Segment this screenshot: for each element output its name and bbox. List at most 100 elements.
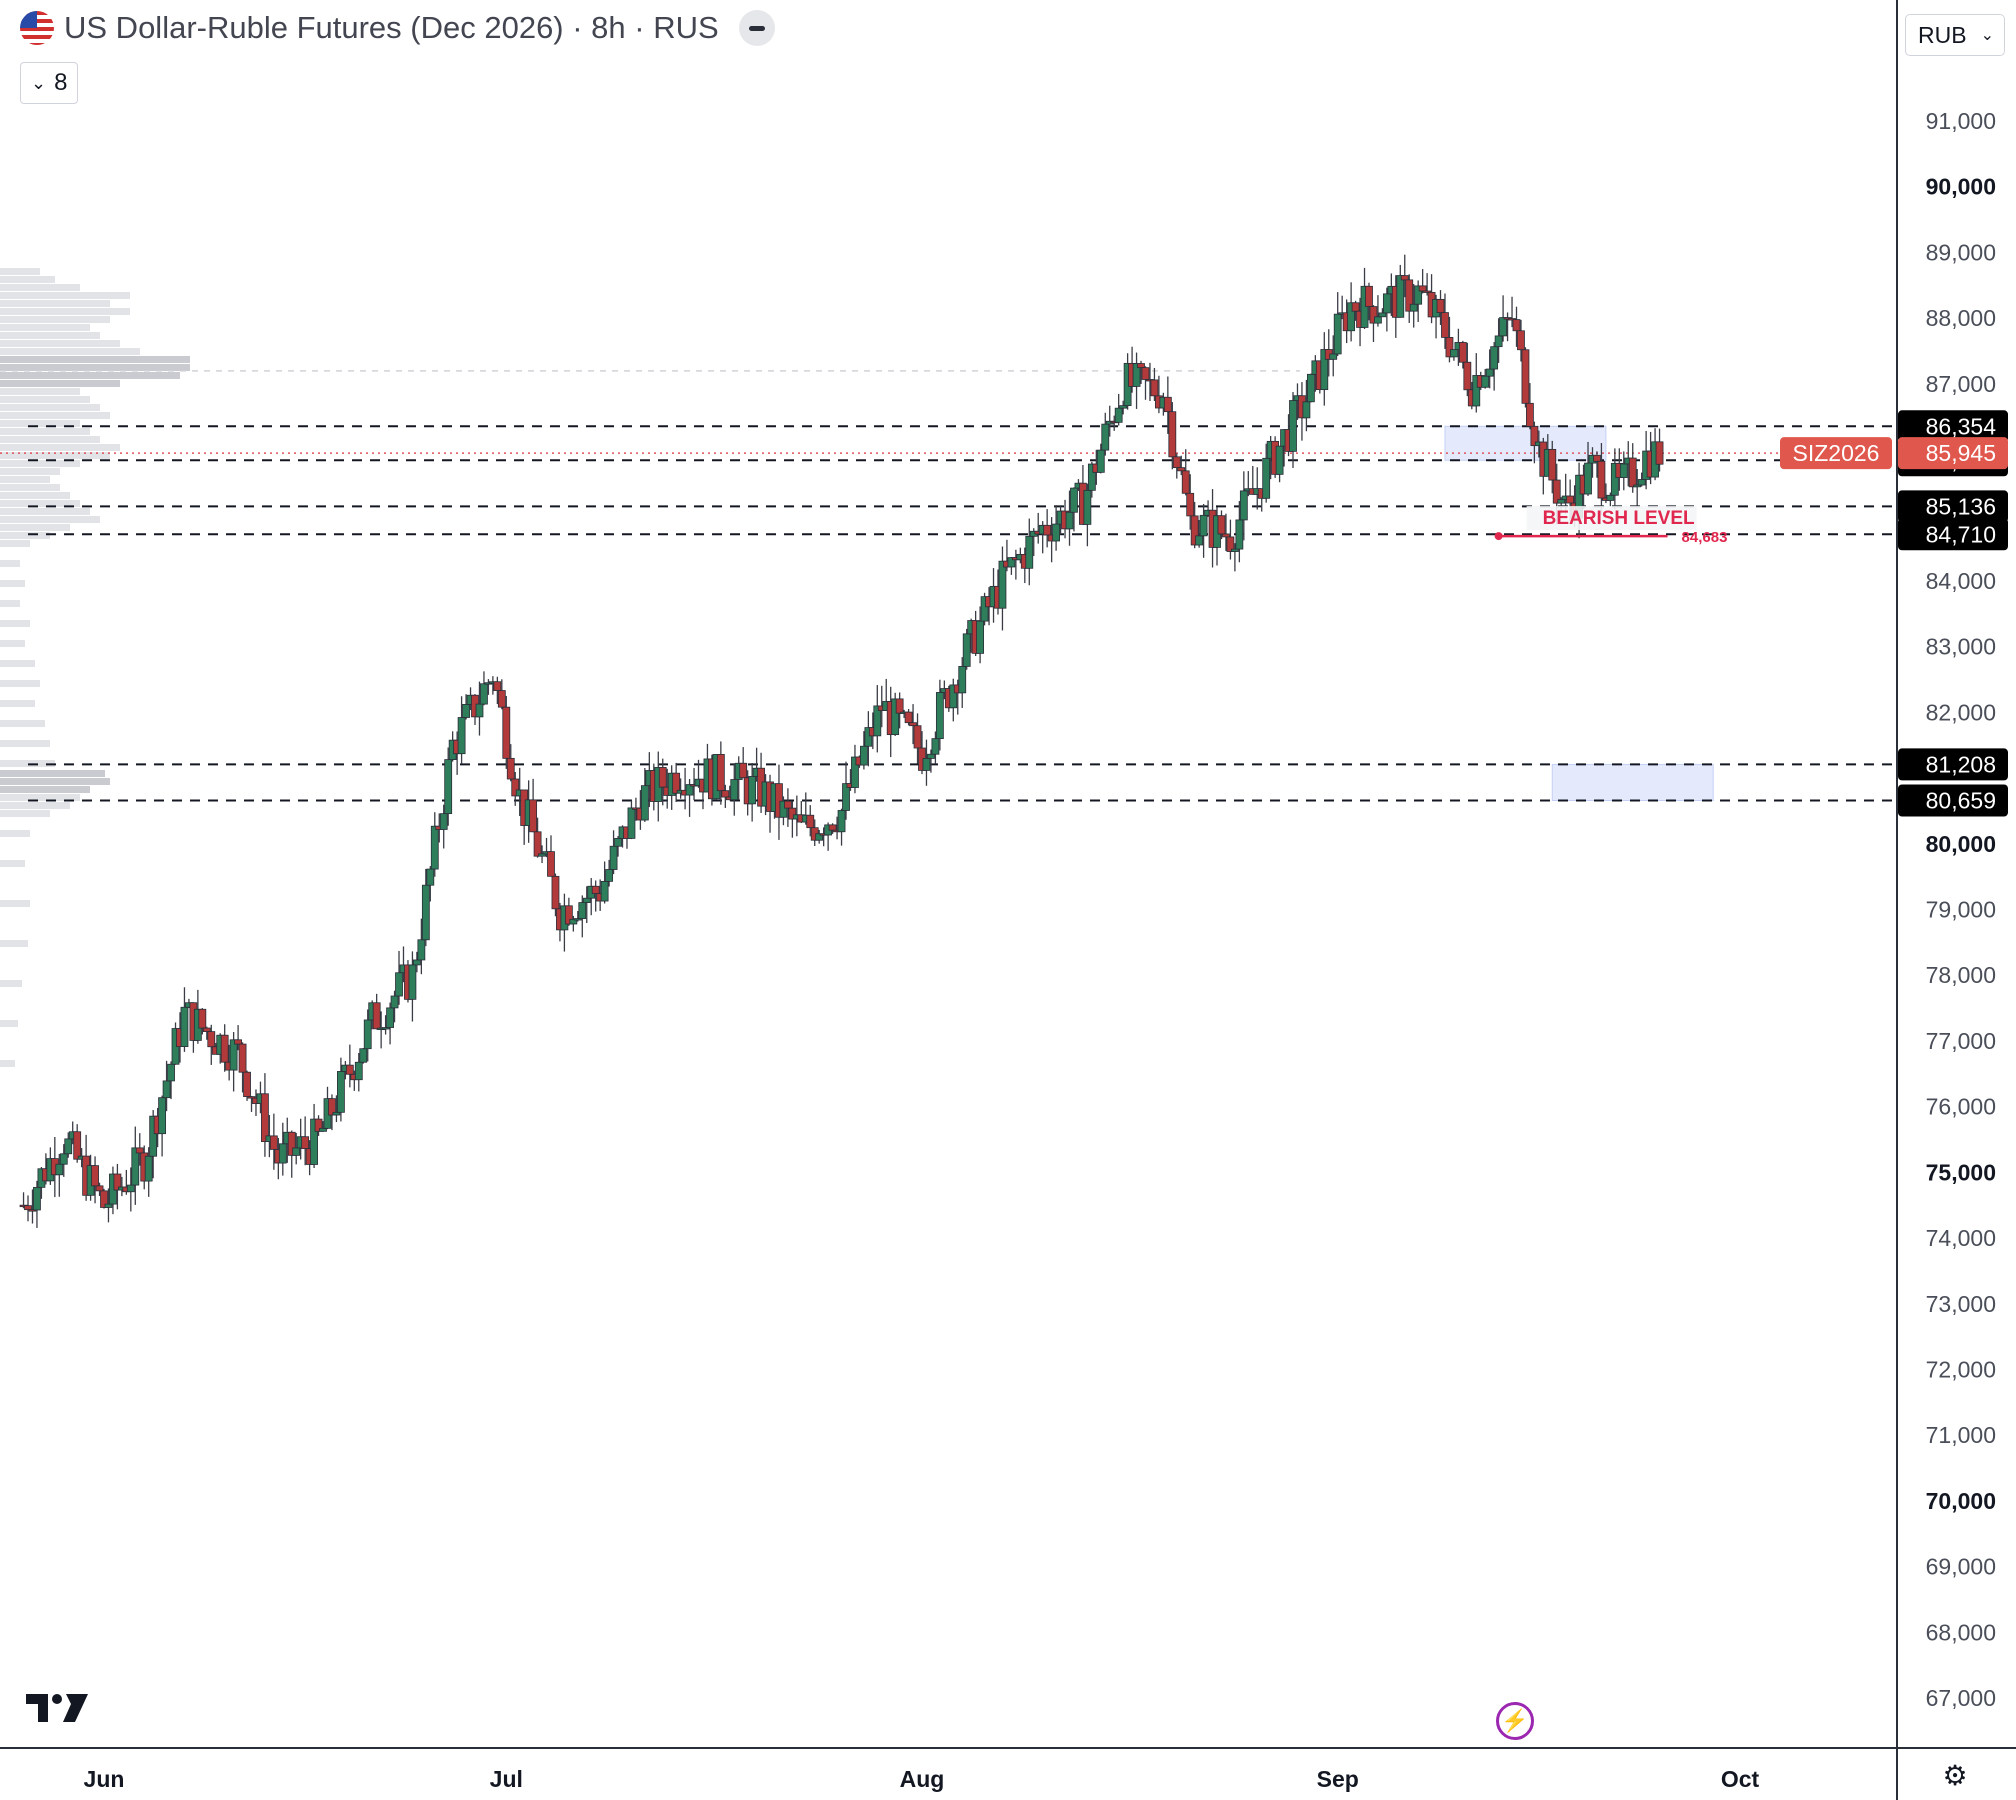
gear-icon[interactable]: ⚙ [1942,1759,1968,1791]
candle-up[interactable] [730,779,739,801]
candle-up[interactable] [1633,484,1642,488]
candle-up[interactable] [131,1147,140,1186]
candle-up[interactable] [167,1063,175,1082]
candle-down[interactable] [234,1039,242,1045]
candle-up[interactable] [292,1147,301,1156]
candle-up[interactable] [640,785,649,821]
candle-up[interactable] [1610,462,1619,496]
candle-down[interactable] [672,772,681,794]
candle-up[interactable] [1262,457,1271,499]
candle-down[interactable] [784,800,792,809]
candle-up[interactable] [1637,479,1646,486]
candle-up[interactable] [430,825,439,870]
candle-up[interactable] [1557,499,1566,504]
candle-up[interactable] [158,1097,167,1135]
candle-down[interactable] [551,875,560,910]
candle-up[interactable] [1606,494,1615,501]
candle-down[interactable] [100,1190,108,1208]
candle-down[interactable] [775,783,783,818]
candle-down[interactable] [533,831,542,857]
candle-down[interactable] [261,1093,269,1143]
candle-down[interactable] [220,1034,229,1063]
candle-up[interactable] [412,959,421,966]
candle-down[interactable] [314,1118,323,1132]
candle-up[interactable] [1450,349,1458,358]
candle-up[interactable] [457,717,466,755]
candle-down[interactable] [547,851,555,877]
candle-up[interactable] [1382,293,1391,314]
candle-down[interactable] [1217,515,1226,535]
candle-down[interactable] [529,799,538,833]
candle-up[interactable] [229,1039,238,1071]
candle-up[interactable] [1096,449,1105,473]
candle-up[interactable] [842,783,850,811]
candle-down[interactable] [1400,275,1409,281]
candle-up[interactable] [395,972,403,997]
candle-up[interactable] [1195,535,1204,546]
candle-up[interactable] [149,1115,158,1157]
candle-down[interactable] [1445,337,1454,358]
candle-down[interactable] [1190,515,1199,546]
candle-down[interactable] [909,722,917,727]
demand-zone-2[interactable] [1551,763,1714,801]
candle-down[interactable] [372,1002,381,1030]
candle-down[interactable] [135,1147,144,1154]
candle-down[interactable] [493,681,502,691]
candle-down[interactable] [1530,425,1539,447]
candle-up[interactable] [480,683,488,705]
candle-down[interactable] [1172,456,1181,469]
candle-up[interactable] [1132,363,1141,387]
candle-up[interactable] [1494,335,1503,348]
candle-up[interactable] [1199,514,1208,537]
candle-up[interactable] [332,1111,341,1116]
demand-zone-1[interactable] [1444,425,1607,461]
candle-down[interactable] [1628,457,1637,488]
candle-up[interactable] [162,1080,171,1099]
candle-up[interactable] [685,784,694,796]
candle-down[interactable] [1351,302,1360,312]
currency-select[interactable]: RUB ⌄ [1905,14,2005,56]
candle-down[interactable] [28,1209,37,1212]
candle-up[interactable] [949,684,958,709]
candle-up[interactable] [1087,463,1096,491]
candle-up[interactable] [408,964,417,1000]
symbol-title[interactable]: US Dollar-Ruble Futures (Dec 2026) · 8h … [64,10,719,45]
candle-up[interactable] [1119,405,1128,409]
candle-down[interactable] [91,1165,99,1187]
candle-up[interactable] [1306,373,1315,403]
candle-down[interactable] [1566,495,1575,504]
candle-up[interactable] [815,833,824,841]
candle-up[interactable] [1114,407,1123,423]
candle-up[interactable] [381,1027,390,1030]
candle-down[interactable] [1222,533,1230,538]
candle-up[interactable] [748,776,757,805]
tradingview-logo[interactable] [26,1690,88,1735]
candle-up[interactable] [1025,535,1034,569]
candle-down[interactable] [247,1096,256,1099]
candle-down[interactable] [1655,441,1664,465]
candle-down[interactable] [806,814,815,829]
candle-up[interactable] [1275,445,1284,475]
candle-up[interactable] [582,897,591,903]
candle-up[interactable] [1083,489,1092,525]
candle-down[interactable] [1552,479,1561,504]
candle-up[interactable] [891,698,900,736]
candle-down[interactable] [506,757,515,780]
candle-up[interactable] [931,738,940,755]
candle-up[interactable] [1289,400,1297,452]
candle-up[interactable] [1065,511,1074,530]
candle-down[interactable] [1463,361,1472,391]
candle-up[interactable] [538,853,546,857]
candle-up[interactable] [573,918,582,921]
candle-down[interactable] [721,790,730,798]
candle-up[interactable] [180,1006,189,1047]
candle-up[interactable] [1472,375,1481,407]
candle-up[interactable] [421,884,430,941]
candle-down[interactable] [243,1071,251,1098]
candle-up[interactable] [859,745,868,766]
candle-up[interactable] [64,1138,73,1155]
candle-down[interactable] [716,754,725,792]
candle-up[interactable] [864,727,873,747]
candle-up[interactable] [1329,353,1338,360]
candle-down[interactable] [1168,411,1177,458]
